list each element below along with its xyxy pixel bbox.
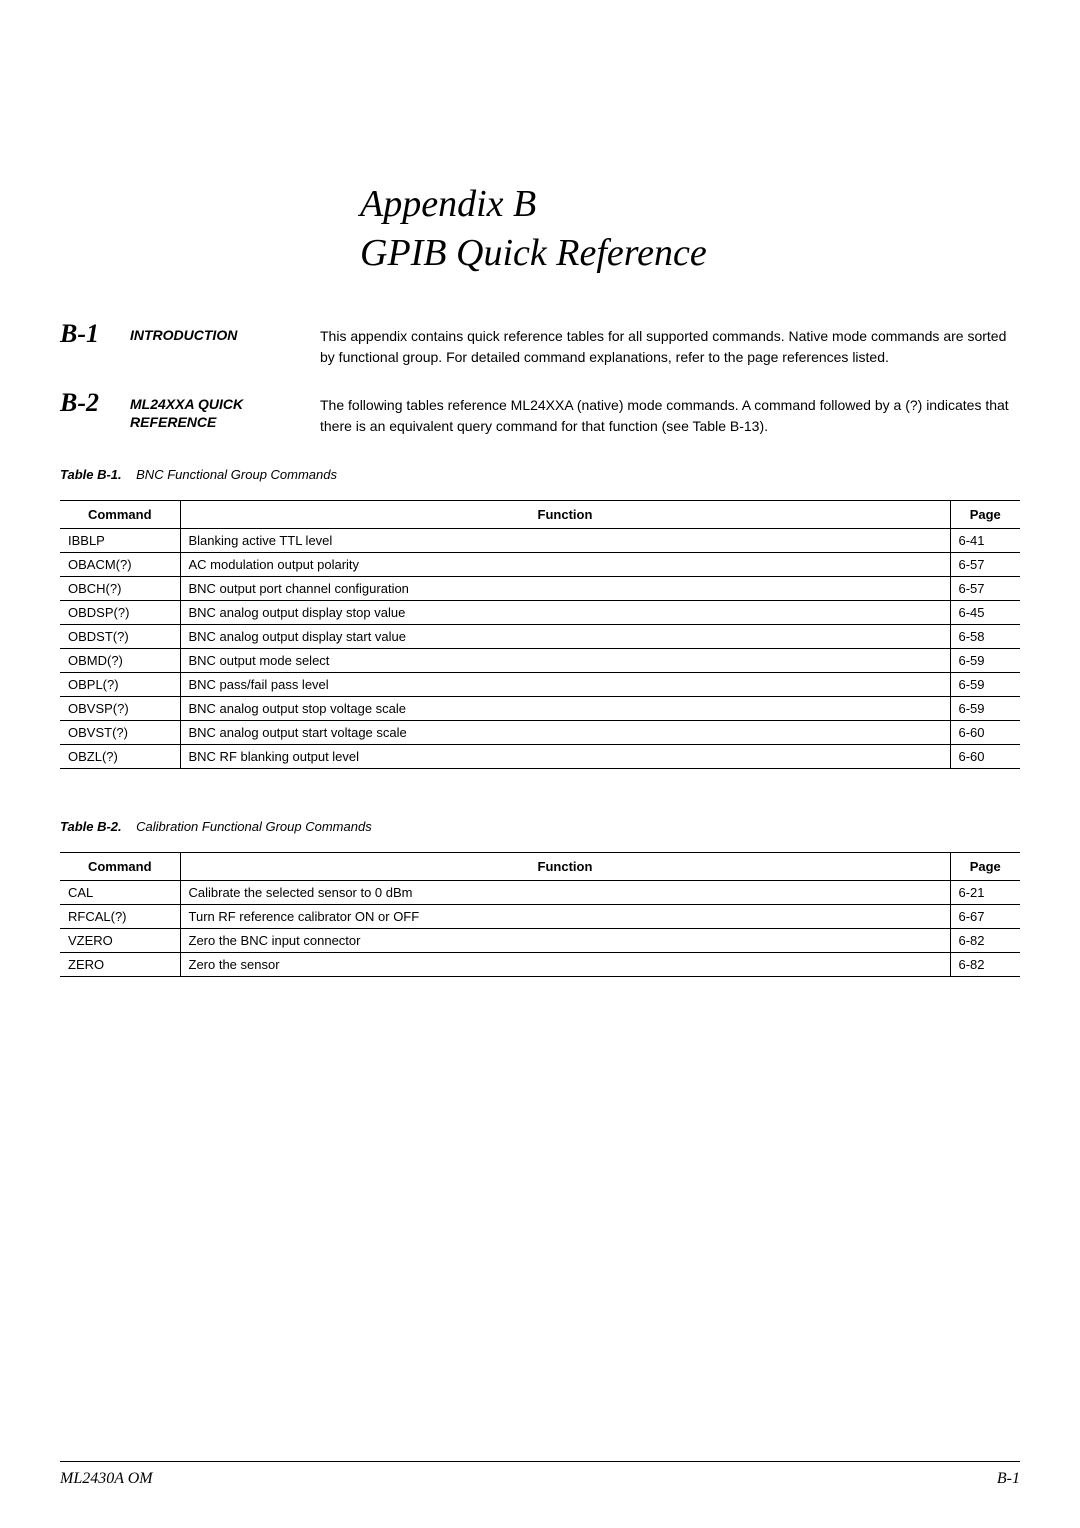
cell-command: ZERO [60,952,180,976]
table-caption-text: Calibration Functional Group Commands [136,819,372,834]
cell-function: Zero the BNC input connector [180,928,950,952]
cell-page: 6-57 [950,552,1020,576]
cell-page: 6-82 [950,928,1020,952]
cell-page: 6-82 [950,952,1020,976]
cell-page: 6-41 [950,528,1020,552]
table-row: OBMD(?)BNC output mode select6-59 [60,648,1020,672]
cell-command: OBVSP(?) [60,696,180,720]
cell-function: BNC pass/fail pass level [180,672,950,696]
table-row: ZEROZero the sensor6-82 [60,952,1020,976]
section-body: The following tables reference ML24XXA (… [320,388,1020,437]
cell-function: Zero the sensor [180,952,950,976]
cell-command: OBACM(?) [60,552,180,576]
cell-function: BNC analog output display start value [180,624,950,648]
cell-page: 6-45 [950,600,1020,624]
header-page: Page [950,500,1020,528]
header-page: Page [950,852,1020,880]
header-function: Function [180,852,950,880]
section-b1: B-1 INTRODUCTION This appendix contains … [60,319,1020,368]
cell-function: BNC analog output display stop value [180,600,950,624]
cell-function: Calibrate the selected sensor to 0 dBm [180,880,950,904]
cell-page: 6-58 [950,624,1020,648]
table-caption-label: Table B-2. [60,819,122,834]
header-command: Command [60,500,180,528]
table-b2-body: CALCalibrate the selected sensor to 0 dB… [60,880,1020,976]
cell-function: Turn RF reference calibrator ON or OFF [180,904,950,928]
cell-function: BNC analog output stop voltage scale [180,696,950,720]
table-row: CALCalibrate the selected sensor to 0 dB… [60,880,1020,904]
table-caption-b1: Table B-1. BNC Functional Group Commands [60,467,1020,482]
table-caption-b2: Table B-2. Calibration Functional Group … [60,819,1020,834]
table-row: OBDST(?)BNC analog output display start … [60,624,1020,648]
cell-page: 6-59 [950,648,1020,672]
cell-function: AC modulation output polarity [180,552,950,576]
cell-function: BNC analog output start voltage scale [180,720,950,744]
cell-page: 6-60 [950,744,1020,768]
cell-function: BNC output mode select [180,648,950,672]
cell-page: 6-60 [950,720,1020,744]
cell-command: OBDSP(?) [60,600,180,624]
footer-left: ML2430A OM [60,1470,153,1488]
header-function: Function [180,500,950,528]
table-row: IBBLPBlanking active TTL level6-41 [60,528,1020,552]
cell-function: Blanking active TTL level [180,528,950,552]
table-row: OBVSP(?)BNC analog output stop voltage s… [60,696,1020,720]
table-row: VZEROZero the BNC input connector6-82 [60,928,1020,952]
cell-command: OBMD(?) [60,648,180,672]
cell-command: OBDST(?) [60,624,180,648]
cell-function: BNC RF blanking output level [180,744,950,768]
title-line-1: Appendix B [360,180,1020,229]
title-line-2: GPIB Quick Reference [360,229,1020,278]
table-row: OBZL(?)BNC RF blanking output level6-60 [60,744,1020,768]
section-body: This appendix contains quick reference t… [320,319,1020,368]
cell-command: OBZL(?) [60,744,180,768]
cell-command: IBBLP [60,528,180,552]
cell-page: 6-67 [950,904,1020,928]
table-row: OBPL(?)BNC pass/fail pass level6-59 [60,672,1020,696]
table-row: OBACM(?)AC modulation output polarity6-5… [60,552,1020,576]
table-header-row: Command Function Page [60,852,1020,880]
cell-command: RFCAL(?) [60,904,180,928]
header-command: Command [60,852,180,880]
cell-function: BNC output port channel configuration [180,576,950,600]
cell-command: OBCH(?) [60,576,180,600]
table-header-row: Command Function Page [60,500,1020,528]
section-label: INTRODUCTION [130,319,320,344]
cell-command: VZERO [60,928,180,952]
cell-command: OBPL(?) [60,672,180,696]
table-b1: Command Function Page IBBLPBlanking acti… [60,500,1020,769]
footer-right: B-1 [997,1470,1020,1488]
table-caption-text: BNC Functional Group Commands [136,467,337,482]
section-number: B-1 [60,319,130,349]
cell-command: OBVST(?) [60,720,180,744]
appendix-title: Appendix B GPIB Quick Reference [60,180,1020,279]
table-b2: Command Function Page CALCalibrate the s… [60,852,1020,977]
section-b2: B-2 ML24XXA QUICK REFERENCE The followin… [60,388,1020,437]
cell-page: 6-57 [950,576,1020,600]
table-b1-body: IBBLPBlanking active TTL level6-41OBACM(… [60,528,1020,768]
table-row: RFCAL(?)Turn RF reference calibrator ON … [60,904,1020,928]
table-caption-label: Table B-1. [60,467,122,482]
page-footer: ML2430A OM B-1 [60,1461,1020,1488]
table-row: OBDSP(?)BNC analog output display stop v… [60,600,1020,624]
cell-page: 6-59 [950,672,1020,696]
section-number: B-2 [60,388,130,418]
table-row: OBVST(?)BNC analog output start voltage … [60,720,1020,744]
section-label: ML24XXA QUICK REFERENCE [130,388,320,431]
cell-command: CAL [60,880,180,904]
cell-page: 6-59 [950,696,1020,720]
cell-page: 6-21 [950,880,1020,904]
table-row: OBCH(?)BNC output port channel configura… [60,576,1020,600]
